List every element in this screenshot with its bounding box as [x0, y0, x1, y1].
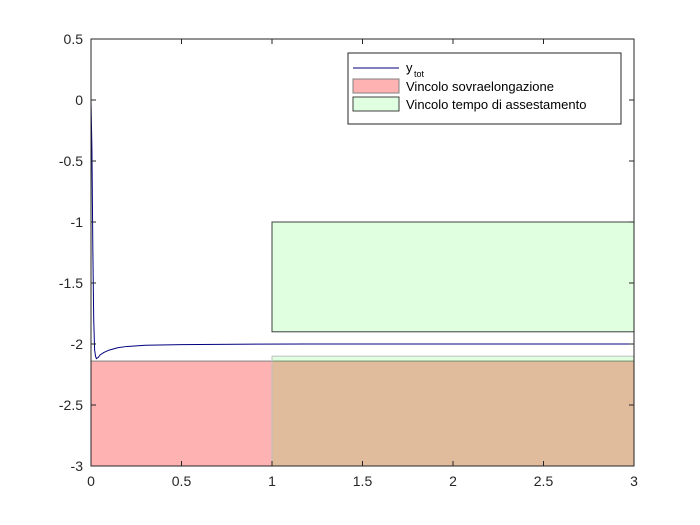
y-tick-label: 0 [75, 92, 83, 108]
x-tick-label: 0 [87, 473, 95, 489]
legend-label-series: y [406, 60, 413, 75]
y-tick-label: -0.5 [59, 153, 83, 169]
constraint-regions [90, 221, 635, 467]
x-tick-label: 1 [268, 473, 276, 489]
legend-patch-swatch [352, 78, 400, 94]
y-tick-label: -1 [71, 214, 84, 230]
series-line-0 [90, 99, 634, 360]
y-tick-label: 0.5 [64, 31, 84, 47]
y-tick-label: -2.5 [59, 397, 83, 413]
series-lines [90, 99, 634, 360]
x-tick-label: 1.5 [353, 473, 373, 489]
legend-label-region: Vincolo sovraelongazione [406, 79, 554, 94]
y-tick-label: -2 [71, 336, 84, 352]
y-tick-label: -3 [71, 458, 84, 474]
constraint-region-2 [271, 355, 635, 467]
constraint-region-0 [90, 360, 635, 467]
x-tick-label: 0.5 [172, 473, 192, 489]
legend-label-region: Vincolo tempo di assestamento [406, 97, 586, 112]
legend-label-subscript: tot [414, 69, 425, 79]
x-axis-ticks: 0 0.5 1 1.5 2 2.5 3 [87, 39, 638, 489]
x-tick-label: 2 [449, 473, 457, 489]
legend-patch-swatch [352, 96, 400, 112]
y-axis-ticks: 0.5 0 -0.5 -1 -1.5 -2 -2.5 -3 [59, 31, 634, 474]
legend-box [347, 52, 622, 125]
x-tick-label: 3 [630, 473, 638, 489]
y-tick-label: -1.5 [59, 275, 83, 291]
constraint-region-1 [271, 221, 635, 333]
x-tick-label: 2.5 [534, 473, 554, 489]
